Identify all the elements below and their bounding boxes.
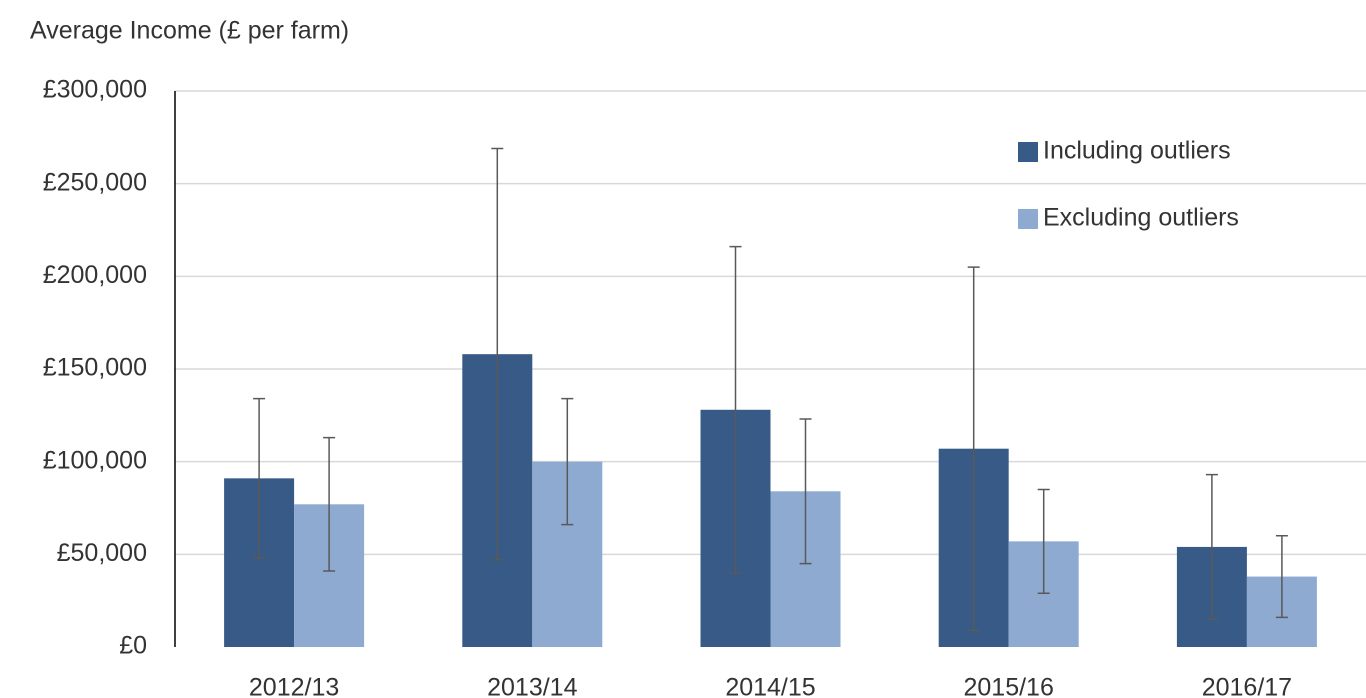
y-tick-label: £0 xyxy=(119,632,147,660)
error-bar xyxy=(1205,473,1218,620)
error-bar xyxy=(799,418,812,565)
x-tick-label: 2015/16 xyxy=(964,674,1054,698)
x-tick-label: 2013/14 xyxy=(487,674,577,698)
error-bar xyxy=(1275,535,1288,619)
legend-swatch xyxy=(1018,142,1038,162)
legend-swatch xyxy=(1018,209,1038,229)
legend-label: Including outliers xyxy=(1043,137,1231,165)
error-bar xyxy=(323,436,336,572)
x-tick-label: 2016/17 xyxy=(1202,674,1292,698)
error-bar xyxy=(491,147,504,561)
error-bar xyxy=(729,245,742,574)
y-tick-label: £200,000 xyxy=(43,261,147,289)
y-tick-label: £50,000 xyxy=(57,539,147,567)
y-axis-title: Average Income (£ per farm) xyxy=(30,17,349,45)
legend-label: Excluding outliers xyxy=(1043,204,1239,232)
y-tick-label: £300,000 xyxy=(43,76,147,104)
error-bar xyxy=(253,397,266,559)
error-bar xyxy=(1037,488,1050,595)
y-tick-label: £250,000 xyxy=(43,168,147,196)
error-bar xyxy=(561,397,574,526)
x-tick-label: 2014/15 xyxy=(725,674,815,698)
error-bar xyxy=(967,266,980,632)
y-tick-label: £150,000 xyxy=(43,354,147,382)
x-tick-label: 2012/13 xyxy=(249,674,339,698)
y-tick-label: £100,000 xyxy=(43,446,147,474)
